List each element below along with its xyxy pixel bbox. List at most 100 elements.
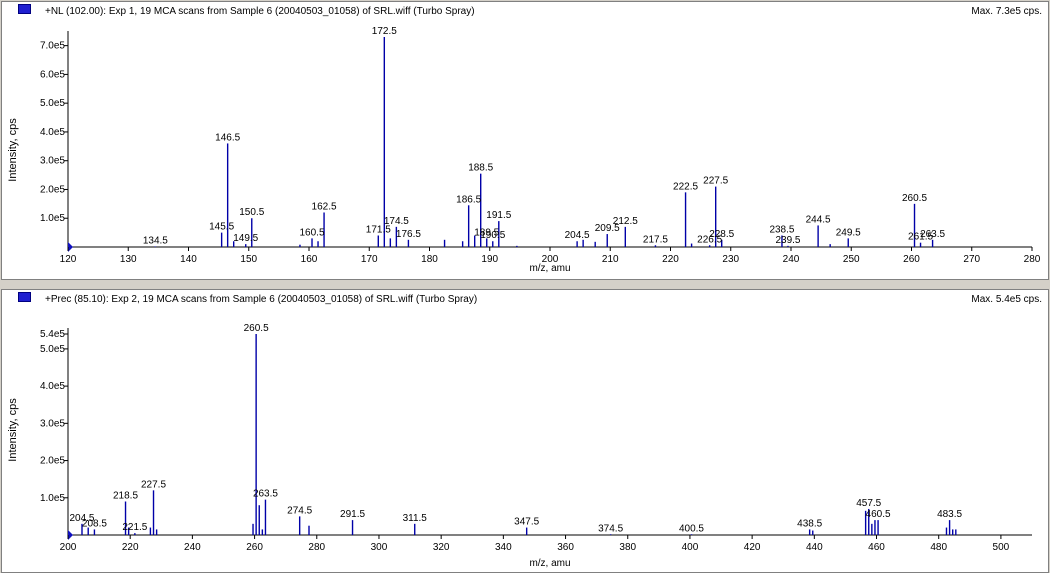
- x-tick-label: 220: [662, 254, 679, 265]
- peak-label: 176.5: [396, 229, 421, 240]
- pane-header: +Prec (85.10): Exp 2, 19 MCA scans from …: [2, 290, 1048, 308]
- pane-header: +NL (102.00): Exp 1, 19 MCA scans from S…: [2, 2, 1048, 20]
- peak-label: 260.5: [244, 323, 269, 334]
- pane-title: +NL (102.00): Exp 1, 19 MCA scans from S…: [45, 6, 475, 17]
- x-tick-label: 180: [421, 254, 438, 265]
- y-tick-label: 2.0e5: [40, 184, 65, 195]
- spectrum-chart-nl[interactable]: 120 130 140 150 160 170 180 190 200 210 220 230 240 2…: [2, 2, 1048, 279]
- x-tick-label: 120: [60, 254, 77, 265]
- x-tick-label: 480: [930, 542, 947, 553]
- peak-label: 460.5: [866, 509, 891, 520]
- y-tick-label: 5.0e5: [40, 98, 65, 109]
- peak-label: 260.5: [902, 193, 927, 204]
- peak-label: 189.5: [474, 227, 499, 238]
- peak-label: 209.5: [595, 223, 620, 234]
- peak-label: 483.5: [937, 509, 962, 520]
- peak-label: 222.5: [673, 181, 698, 192]
- pane-select-icon[interactable]: [18, 4, 31, 14]
- x-tick-label: 380: [619, 542, 636, 553]
- x-axis-label: m/z, amu: [529, 558, 570, 569]
- peak-label: 204.5: [565, 230, 590, 241]
- peak-label: 438.5: [797, 518, 822, 529]
- x-tick-label: 420: [744, 542, 761, 553]
- y-tick-label: 1.0e5: [40, 493, 65, 504]
- spectrum-pane-nl: +NL (102.00): Exp 1, 19 MCA scans from S…: [1, 1, 1049, 280]
- x-tick-label: 170: [361, 254, 378, 265]
- peak-label: 400.5: [679, 523, 704, 534]
- x-tick-label: 200: [542, 254, 559, 265]
- y-tick-label: 1.0e5: [40, 213, 65, 224]
- x-tick-label: 140: [180, 254, 197, 265]
- x-tick-label: 270: [963, 254, 980, 265]
- x-tick-label: 440: [806, 542, 823, 553]
- x-tick-label: 280: [1024, 254, 1041, 265]
- peak-label: 190.5: [480, 230, 505, 241]
- peak-label: 227.5: [703, 176, 728, 187]
- spectrum-pane-prec: +Prec (85.10): Exp 2, 19 MCA scans from …: [1, 289, 1049, 573]
- peak-label: 374.5: [598, 523, 623, 534]
- peak-label: 221.5: [122, 522, 147, 533]
- pane-max-intensity: Max. 5.4e5 cps.: [971, 294, 1042, 305]
- peak-label: 150.5: [239, 207, 264, 218]
- peak-label: 160.5: [299, 227, 324, 238]
- peak-label: 171.5: [366, 224, 391, 235]
- peak-label: 311.5: [403, 513, 428, 524]
- peak-label: 228.5: [709, 229, 734, 240]
- peak-label: 239.5: [775, 235, 800, 246]
- peak-label: 249.5: [836, 227, 861, 238]
- peak-label: 204.5: [69, 513, 94, 524]
- peak-label: 261.5: [908, 232, 933, 243]
- x-tick-label: 200: [60, 542, 77, 553]
- x-tick-label: 260: [903, 254, 920, 265]
- y-tick-label: 4.0e5: [40, 127, 65, 138]
- x-tick-label: 260: [246, 542, 263, 553]
- peak-label: 162.5: [312, 201, 337, 212]
- peak-label: 274.5: [287, 505, 312, 516]
- y-tick-label: 5.4e5: [40, 329, 65, 340]
- x-tick-label: 230: [722, 254, 739, 265]
- peak-label: 263.5: [920, 229, 945, 240]
- x-tick-label: 400: [682, 542, 699, 553]
- peak-label: 217.5: [643, 234, 668, 245]
- x-tick-label: 240: [783, 254, 800, 265]
- peak-label: 145.5: [209, 222, 234, 233]
- peak-label: 218.5: [113, 491, 138, 502]
- peak-label: 226.5: [697, 234, 722, 245]
- peak-label: 149.5: [233, 233, 258, 244]
- pane-splitter[interactable]: [0, 280, 1050, 288]
- peak-label: 134.5: [143, 235, 168, 246]
- peak-label: 186.5: [456, 194, 481, 205]
- pane-select-icon[interactable]: [18, 292, 31, 302]
- x-tick-label: 500: [993, 542, 1010, 553]
- y-tick-label: 3.0e5: [40, 418, 65, 429]
- peak-label: 212.5: [613, 216, 638, 227]
- x-tick-label: 160: [301, 254, 318, 265]
- peak-label: 208.5: [82, 518, 107, 529]
- pane-max-intensity: Max. 7.3e5 cps.: [971, 6, 1042, 17]
- peak-label: 263.5: [253, 489, 278, 500]
- peak-label: 172.5: [372, 26, 397, 37]
- peak-label: 291.5: [340, 509, 365, 520]
- peak-label: 191.5: [486, 210, 511, 221]
- peak-label: 227.5: [141, 479, 166, 490]
- x-tick-label: 360: [557, 542, 574, 553]
- x-tick-label: 190: [481, 254, 498, 265]
- x-tick-label: 130: [120, 254, 137, 265]
- x-tick-label: 150: [240, 254, 257, 265]
- y-axis-label: Intensity, cps: [7, 118, 19, 182]
- peak-label: 238.5: [769, 224, 794, 235]
- y-tick-label: 2.0e5: [40, 456, 65, 467]
- y-tick-label: 4.0e5: [40, 381, 65, 392]
- y-tick-label: 7.0e5: [40, 41, 65, 52]
- peak-label: 347.5: [514, 517, 539, 528]
- y-tick-label: 6.0e5: [40, 69, 65, 80]
- x-tick-label: 210: [602, 254, 619, 265]
- spectrum-chart-prec[interactable]: 200 220 240 260 280 300 320 340 360 380 400 420 440 4…: [2, 290, 1048, 572]
- y-axis-label: Intensity, cps: [7, 398, 19, 462]
- axis-origin-marker: [68, 242, 73, 252]
- axis-origin-marker: [68, 530, 73, 540]
- y-tick-label: 3.0e5: [40, 156, 65, 167]
- x-tick-label: 340: [495, 542, 512, 553]
- x-tick-label: 320: [433, 542, 450, 553]
- x-tick-label: 300: [371, 542, 388, 553]
